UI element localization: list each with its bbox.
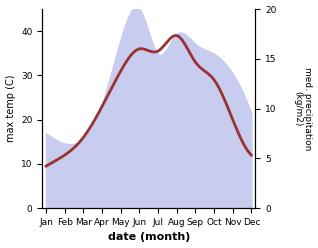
Y-axis label: med. precipitation
(kg/m2): med. precipitation (kg/m2) — [293, 67, 313, 150]
X-axis label: date (month): date (month) — [107, 232, 190, 243]
Y-axis label: max temp (C): max temp (C) — [5, 75, 16, 142]
